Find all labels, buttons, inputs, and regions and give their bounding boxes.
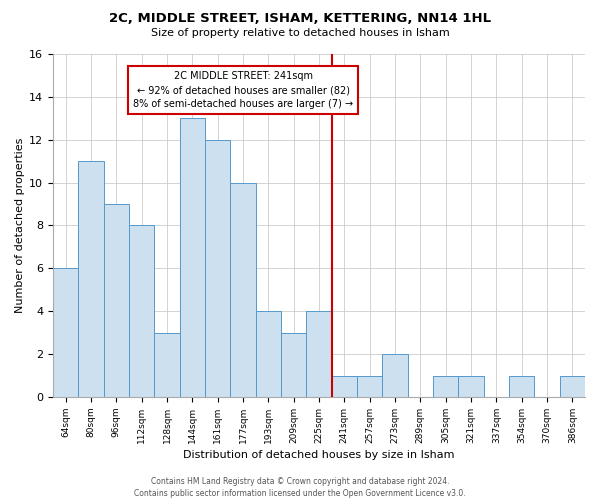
Bar bbox=[307, 311, 332, 397]
Text: Contains HM Land Registry data © Crown copyright and database right 2024.
Contai: Contains HM Land Registry data © Crown c… bbox=[134, 476, 466, 498]
Bar bbox=[433, 376, 458, 397]
Text: 2C MIDDLE STREET: 241sqm
← 92% of detached houses are smaller (82)
8% of semi-de: 2C MIDDLE STREET: 241sqm ← 92% of detach… bbox=[133, 71, 353, 109]
Text: 2C, MIDDLE STREET, ISHAM, KETTERING, NN14 1HL: 2C, MIDDLE STREET, ISHAM, KETTERING, NN1… bbox=[109, 12, 491, 26]
Bar bbox=[53, 268, 79, 397]
Bar bbox=[509, 376, 535, 397]
X-axis label: Distribution of detached houses by size in Isham: Distribution of detached houses by size … bbox=[183, 450, 455, 460]
Bar bbox=[458, 376, 484, 397]
Bar bbox=[104, 204, 129, 397]
Bar bbox=[129, 226, 154, 397]
Bar bbox=[357, 376, 382, 397]
Bar bbox=[79, 161, 104, 397]
Bar bbox=[256, 311, 281, 397]
Bar bbox=[154, 332, 179, 397]
Bar bbox=[179, 118, 205, 397]
Y-axis label: Number of detached properties: Number of detached properties bbox=[15, 138, 25, 313]
Bar bbox=[560, 376, 585, 397]
Bar bbox=[332, 376, 357, 397]
Bar bbox=[382, 354, 407, 397]
Bar bbox=[230, 182, 256, 397]
Bar bbox=[205, 140, 230, 397]
Bar bbox=[281, 332, 307, 397]
Text: Size of property relative to detached houses in Isham: Size of property relative to detached ho… bbox=[151, 28, 449, 38]
